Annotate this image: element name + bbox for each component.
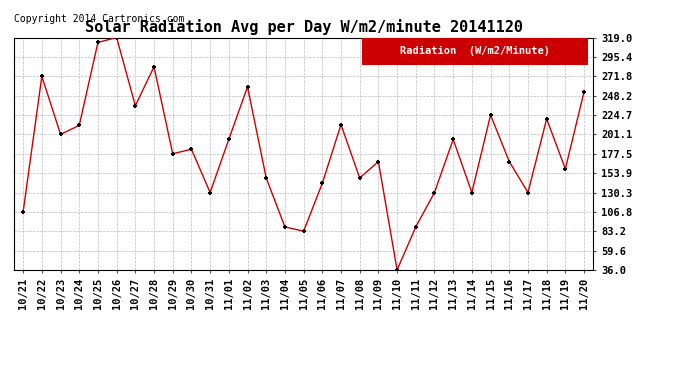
Point — [298, 228, 309, 234]
Point — [560, 166, 571, 172]
Point — [111, 34, 122, 40]
Point — [541, 116, 552, 122]
Point — [55, 131, 66, 137]
Point — [522, 189, 533, 195]
Point — [92, 39, 104, 45]
Point — [186, 146, 197, 152]
Point — [148, 64, 159, 70]
Point — [578, 89, 589, 95]
Point — [373, 159, 384, 165]
Point — [485, 112, 496, 118]
Point — [429, 189, 440, 195]
Text: Copyright 2014 Cartronics.com: Copyright 2014 Cartronics.com — [14, 13, 184, 24]
Point — [224, 136, 235, 142]
Point — [37, 73, 48, 79]
Point — [18, 209, 29, 215]
Point — [261, 175, 272, 181]
Point — [448, 136, 459, 142]
Title: Solar Radiation Avg per Day W/m2/minute 20141120: Solar Radiation Avg per Day W/m2/minute … — [85, 19, 522, 35]
Point — [317, 180, 328, 186]
Point — [74, 122, 85, 128]
Point — [167, 151, 178, 157]
Point — [391, 267, 402, 273]
Point — [466, 189, 477, 195]
Point — [354, 175, 365, 181]
Point — [335, 122, 346, 128]
Point — [242, 84, 253, 90]
Point — [411, 224, 422, 230]
Point — [504, 159, 515, 165]
Point — [279, 224, 290, 230]
Point — [205, 189, 216, 195]
Point — [130, 103, 141, 109]
